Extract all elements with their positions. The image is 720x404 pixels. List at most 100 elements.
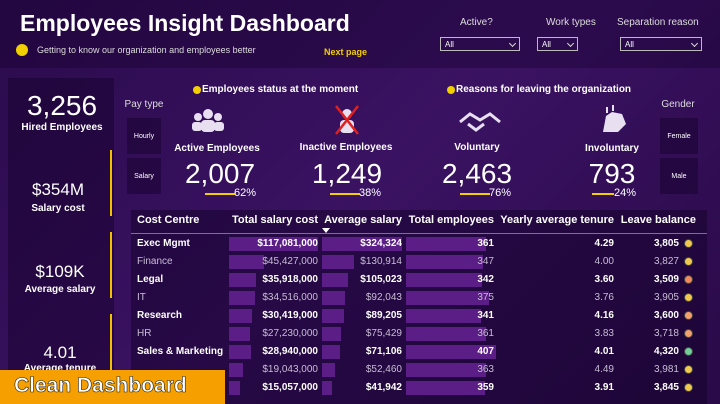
- filter-dropdown[interactable]: All: [620, 37, 702, 51]
- filter-label: Active?: [460, 17, 493, 28]
- table-cell: $117,081,000: [257, 238, 318, 249]
- cell-bar: [406, 237, 486, 251]
- reason-value: 2,463: [441, 158, 513, 189]
- kpi-value: 3,256: [26, 90, 98, 121]
- kpi-label: Average tenure: [23, 363, 97, 374]
- status-value: 1,249: [311, 158, 383, 189]
- leave-dot: [684, 239, 693, 248]
- table-cell: $28,940,000: [262, 346, 318, 357]
- table-cell: 361: [477, 238, 494, 249]
- cell-bar: [229, 291, 256, 305]
- filter-dropdown[interactable]: All: [537, 37, 578, 51]
- table-cell: HR: [137, 328, 152, 339]
- cell-bar: [322, 273, 348, 287]
- slicer-button[interactable]: [127, 158, 161, 194]
- cell-bar: [406, 291, 489, 305]
- table-cell: $52,460: [365, 364, 402, 375]
- table-cell: $75,429: [365, 328, 402, 339]
- table-cell: 4.29: [594, 238, 614, 249]
- header-panel: [0, 0, 720, 68]
- reason-share: 24%: [614, 187, 637, 199]
- filter-dropdown[interactable]: All: [440, 37, 520, 51]
- leave-dot: [684, 383, 693, 392]
- table-cell: Exec Mgmt: [137, 238, 190, 249]
- status-value: 2,007: [184, 158, 256, 189]
- cell-bar: [229, 345, 251, 359]
- active-icon: [192, 109, 224, 132]
- inactive-icon: [335, 105, 359, 135]
- table-cell: 3,845: [653, 382, 679, 393]
- column-header: Yearly average tenure: [500, 214, 614, 226]
- share-line: [460, 193, 490, 195]
- table-cell: $30,419,000: [262, 310, 318, 321]
- cell-bar: [406, 345, 496, 359]
- reason-label: Involuntary: [585, 143, 639, 154]
- table-cell: 4,320: [653, 346, 679, 357]
- slicer-text: Salary: [134, 173, 154, 180]
- table-cell: 3,600: [653, 310, 679, 321]
- column-header: Average salary: [324, 214, 402, 226]
- status-label: Inactive Employees: [299, 142, 393, 153]
- filter-label: Work types: [546, 17, 596, 28]
- kpi-label: Average salary: [24, 284, 96, 295]
- cell-bar: [229, 363, 244, 377]
- table-cell: 4.49: [594, 364, 614, 375]
- kpi-label: Hired Employees: [21, 122, 103, 133]
- cell-bar: [406, 381, 486, 395]
- column-header: Cost Centre: [137, 214, 200, 226]
- table-cell: Sales & Marketing: [137, 346, 224, 357]
- cell-bar: [322, 345, 340, 359]
- table-cell: 3.76: [594, 292, 614, 303]
- slicer-text: Male: [671, 173, 687, 180]
- cell-bar: [229, 381, 241, 395]
- table-cell: $105,023: [360, 274, 402, 285]
- cell-bar: [406, 327, 486, 341]
- table-cell: IT: [137, 292, 146, 303]
- table-cell: Legal: [137, 274, 164, 285]
- gender-label: Gender: [661, 99, 695, 110]
- table-cell: 407: [477, 346, 494, 357]
- cell-bar: [229, 255, 264, 269]
- table-cell: Research: [137, 310, 183, 321]
- table-cell: 363: [477, 364, 494, 375]
- slicer-button[interactable]: [660, 118, 698, 154]
- cell-bar: [229, 237, 318, 251]
- filter-label: Separation reason: [617, 17, 699, 28]
- status-label: Active Employees: [174, 143, 260, 154]
- status-share: 38%: [359, 187, 382, 199]
- reason-share: 76%: [489, 187, 512, 199]
- table-cell: 341: [477, 310, 494, 321]
- banner-text: Clean Dashboard: [14, 374, 187, 398]
- header-rule: [131, 233, 707, 234]
- table-cell: 3,509: [653, 274, 679, 285]
- cell-bar: [322, 381, 333, 395]
- table-cell: 3.60: [594, 274, 614, 285]
- share-line: [205, 193, 235, 195]
- cell-bar: [406, 273, 482, 287]
- leave-dot: [684, 257, 693, 266]
- section-dot: [447, 86, 455, 94]
- cell-bar: [229, 273, 257, 287]
- table-cell: 3,905: [653, 292, 679, 303]
- cell-bar: [322, 255, 355, 269]
- kpi-accent: [110, 314, 112, 380]
- table-cell: 3.83: [594, 328, 614, 339]
- cell-bar: [322, 237, 402, 251]
- share-line: [330, 193, 360, 195]
- column-header: Leave balance: [620, 214, 696, 226]
- leave-dot: [684, 365, 693, 374]
- slicer-text: Female: [667, 133, 691, 140]
- table-cell: $41,942: [365, 382, 402, 393]
- leave-dot: [684, 347, 693, 356]
- table-cell: $35,918,000: [262, 274, 318, 285]
- column-header: Total employees: [408, 214, 494, 226]
- slicer-button[interactable]: [127, 118, 161, 154]
- slicer-button[interactable]: [660, 158, 698, 194]
- section-title: Reasons for leaving the organization: [456, 84, 632, 95]
- cell-bar: [406, 309, 482, 323]
- next-page[interactable]: Next page: [324, 47, 368, 57]
- kpi-accent: [110, 232, 112, 298]
- section-dot: [193, 86, 201, 94]
- title-dot: [16, 44, 28, 56]
